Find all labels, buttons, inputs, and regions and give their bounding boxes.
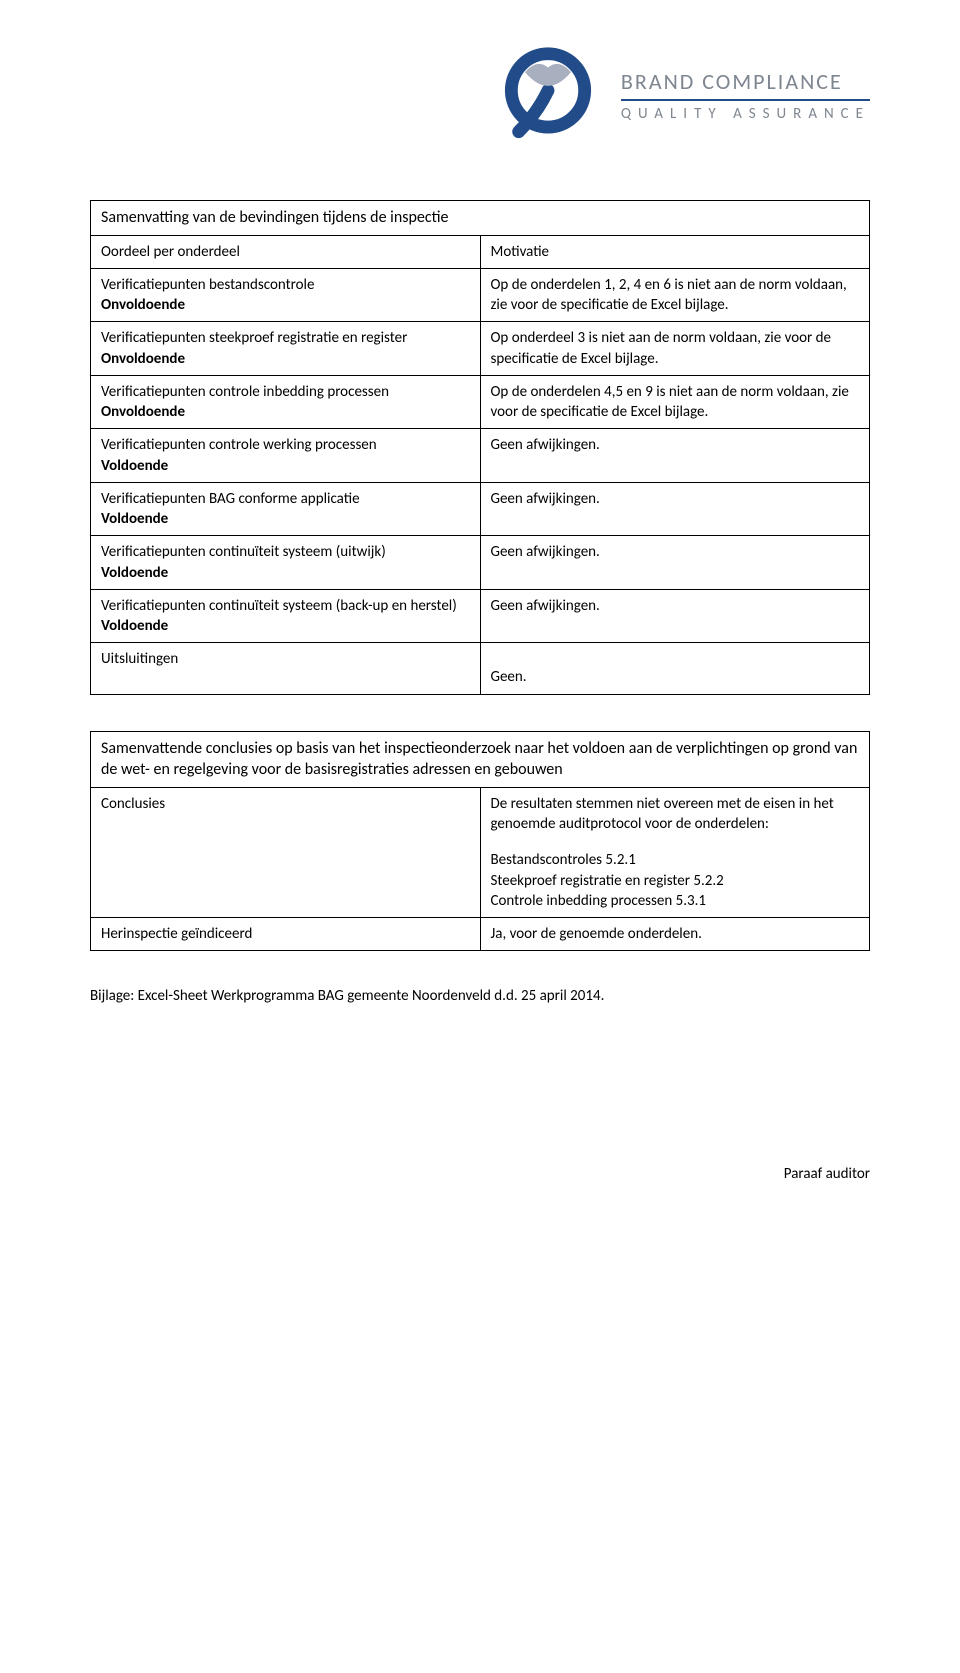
brand-logo-icon bbox=[493, 40, 603, 150]
brand-line2: QUALITY ASSURANCE bbox=[621, 105, 870, 123]
table-row: Uitsluitingen Geen. bbox=[91, 643, 870, 694]
table-cell-right: Geen afwijkingen. bbox=[480, 429, 870, 483]
row-motivation: Geen afwijkingen. bbox=[491, 542, 860, 562]
conclusions-right: De resultaten stemmen niet overeen met d… bbox=[480, 787, 870, 917]
paraaf-auditor: Paraaf auditor bbox=[90, 1165, 870, 1183]
brand-divider bbox=[621, 99, 870, 101]
table-cell-right: Geen afwijkingen. bbox=[480, 589, 870, 643]
row-motivation: Op onderdeel 3 is niet aan de norm volda… bbox=[491, 328, 860, 369]
row-status: Voldoende bbox=[101, 616, 470, 636]
table-row: Verificatiepunten bestandscontroleOnvold… bbox=[91, 268, 870, 322]
table-cell-right: Op onderdeel 3 is niet aan de norm volda… bbox=[480, 322, 870, 376]
table-cell-left: Verificatiepunten steekproef registratie… bbox=[91, 322, 481, 376]
brand-text-block: BRAND COMPLIANCE QUALITY ASSURANCE bbox=[621, 68, 870, 123]
row-status: Voldoende bbox=[101, 456, 470, 476]
row-status: Voldoende bbox=[101, 563, 470, 583]
row-motivation: Op de onderdelen 1, 2, 4 en 6 is niet aa… bbox=[491, 275, 860, 316]
row-text: Verificatiepunten controle inbedding pro… bbox=[101, 382, 470, 402]
conclusion-item: Steekproef registratie en register 5.2.2 bbox=[491, 871, 860, 891]
table-cell-left: Verificatiepunten controle werking proce… bbox=[91, 429, 481, 483]
table-cell-right: Op de onderdelen 4,5 en 9 is niet aan de… bbox=[480, 375, 870, 429]
table-cell-right: Geen afwijkingen. bbox=[480, 536, 870, 590]
row-text: Verificatiepunten bestandscontrole bbox=[101, 275, 470, 295]
row-motivation: Op de onderdelen 4,5 en 9 is niet aan de… bbox=[491, 382, 860, 423]
row-text: Verificatiepunten controle werking proce… bbox=[101, 435, 470, 455]
conclusion-item: Controle inbedding processen 5.3.1 bbox=[491, 891, 860, 911]
table-cell-left: Verificatiepunten BAG conforme applicati… bbox=[91, 482, 481, 536]
table-cell-left: Verificatiepunten continuïteit systeem (… bbox=[91, 589, 481, 643]
attachment-line: Bijlage: Excel-Sheet Werkprogramma BAG g… bbox=[90, 987, 870, 1005]
row-motivation: Geen afwijkingen. bbox=[491, 435, 860, 455]
summary-table: Samenvatting van de bevindingen tijdens … bbox=[90, 200, 870, 695]
row-motivation: Geen. bbox=[491, 667, 860, 687]
row-motivation: Geen afwijkingen. bbox=[491, 596, 860, 616]
table-row: Verificatiepunten continuïteit systeem (… bbox=[91, 589, 870, 643]
reinspection-right: Ja, voor de genoemde onderdelen. bbox=[480, 918, 870, 951]
row-text: Verificatiepunten continuïteit systeem (… bbox=[101, 542, 470, 562]
table-cell-left: Verificatiepunten controle inbedding pro… bbox=[91, 375, 481, 429]
table-cell-left: Verificatiepunten continuïteit systeem (… bbox=[91, 536, 481, 590]
table-cell-left: Verificatiepunten bestandscontroleOnvold… bbox=[91, 268, 481, 322]
row-status: Voldoende bbox=[101, 509, 470, 529]
row-text: Verificatiepunten BAG conforme applicati… bbox=[101, 489, 470, 509]
conclusions-left: Conclusies bbox=[91, 787, 481, 917]
conclusions-table: Samenvattende conclusies op basis van he… bbox=[90, 731, 870, 952]
row-status: Onvoldoende bbox=[101, 402, 470, 422]
brand-line1: BRAND COMPLIANCE bbox=[621, 68, 870, 95]
summary-table-title: Samenvatting van de bevindingen tijdens … bbox=[91, 201, 870, 236]
row-text: Verificatiepunten continuïteit systeem (… bbox=[101, 596, 470, 616]
row-text: Verificatiepunten steekproef registratie… bbox=[101, 328, 470, 348]
conclusion-item: Bestandscontroles 5.2.1 bbox=[491, 850, 860, 870]
table-cell-left: Uitsluitingen bbox=[91, 643, 481, 694]
summary-header-right: Motivatie bbox=[480, 235, 870, 268]
table-row: Verificatiepunten steekproef registratie… bbox=[91, 322, 870, 376]
header-logo-area: BRAND COMPLIANCE QUALITY ASSURANCE bbox=[90, 40, 870, 150]
conclusions-intro: De resultaten stemmen niet overeen met d… bbox=[491, 794, 860, 835]
table-cell-right: Geen. bbox=[480, 643, 870, 694]
row-status: Onvoldoende bbox=[101, 295, 470, 315]
table-row: Verificatiepunten controle werking proce… bbox=[91, 429, 870, 483]
summary-header-left: Oordeel per onderdeel bbox=[91, 235, 481, 268]
table-row: Verificatiepunten BAG conforme applicati… bbox=[91, 482, 870, 536]
table-row: Verificatiepunten continuïteit systeem (… bbox=[91, 536, 870, 590]
row-motivation: Geen afwijkingen. bbox=[491, 489, 860, 509]
table-row: Verificatiepunten controle inbedding pro… bbox=[91, 375, 870, 429]
row-status: Onvoldoende bbox=[101, 349, 470, 369]
conclusions-title: Samenvattende conclusies op basis van he… bbox=[91, 731, 870, 787]
reinspection-left: Herinspectie geïndiceerd bbox=[91, 918, 481, 951]
row-text: Uitsluitingen bbox=[101, 649, 470, 669]
table-cell-right: Op de onderdelen 1, 2, 4 en 6 is niet aa… bbox=[480, 268, 870, 322]
table-cell-right: Geen afwijkingen. bbox=[480, 482, 870, 536]
